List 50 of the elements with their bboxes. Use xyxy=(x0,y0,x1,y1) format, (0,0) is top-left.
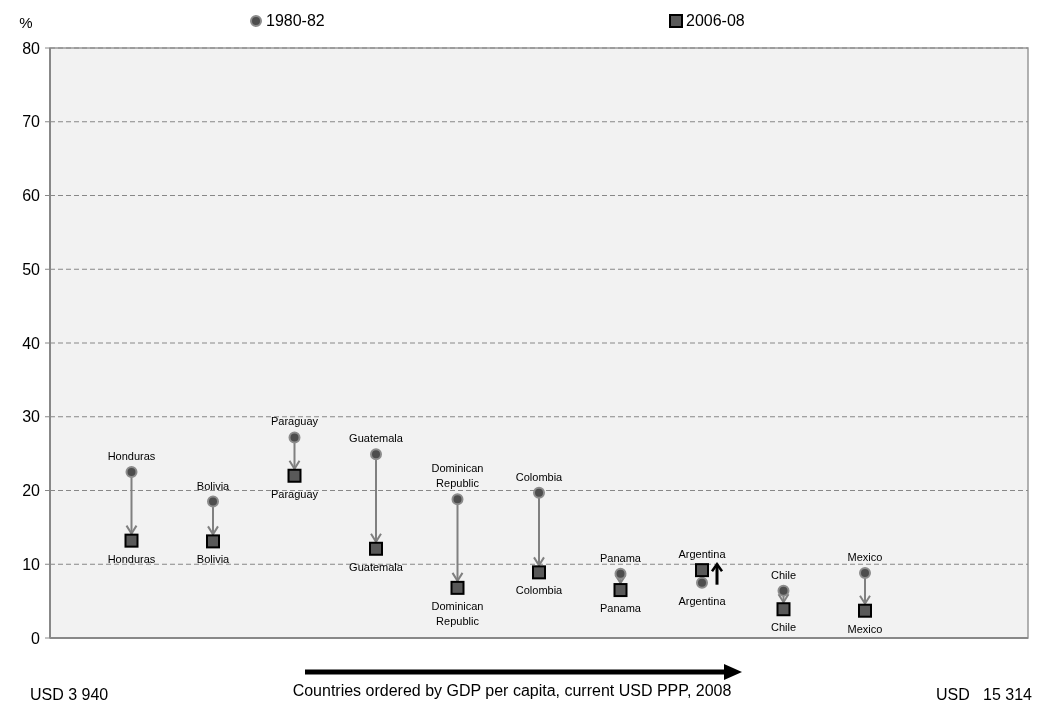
x-tick-label: Mexico xyxy=(847,551,883,564)
point xyxy=(613,583,628,598)
y-tick-label: 70 xyxy=(22,113,41,131)
category-label: Colombia xyxy=(515,584,563,597)
category-label: Paraguay xyxy=(270,487,319,500)
point xyxy=(369,541,383,556)
y-tick-label: 20 xyxy=(22,482,41,500)
category-label: Dominican Republic xyxy=(431,599,484,627)
category-label: Chile xyxy=(770,621,797,634)
point xyxy=(288,431,301,444)
x-tick-label: Honduras xyxy=(107,552,156,565)
y-axis-title: % xyxy=(19,14,33,31)
point xyxy=(614,567,627,580)
text: USD 15 314 xyxy=(935,686,1033,703)
point xyxy=(776,602,791,617)
point xyxy=(695,563,709,578)
point xyxy=(450,580,465,595)
x-axis-title: Countries ordered by GDP per capita, current USD PPP, 2008 xyxy=(292,682,732,699)
point xyxy=(532,565,546,580)
point xyxy=(287,468,302,483)
category-label: Mexico xyxy=(847,622,883,635)
category-label: Honduras xyxy=(107,450,156,463)
point xyxy=(124,533,139,548)
point xyxy=(859,567,871,580)
text: USD 3 940 xyxy=(30,686,109,703)
point xyxy=(125,466,138,479)
y-tick-label: 40 xyxy=(22,334,41,352)
x-tick-label: Bolivia xyxy=(196,553,231,566)
point xyxy=(533,486,545,499)
point xyxy=(207,495,219,508)
category-label: Argentina xyxy=(678,594,726,607)
legend-label: 2006-08 xyxy=(686,12,745,29)
y-tick-label: 0 xyxy=(31,629,41,647)
x-tick-label: Argentina xyxy=(678,548,727,561)
category-label: Panama xyxy=(600,602,641,615)
point xyxy=(777,584,790,597)
point xyxy=(451,493,464,506)
y-tick-label: 50 xyxy=(22,260,41,278)
y-tick-label: 10 xyxy=(22,555,41,573)
point xyxy=(370,448,382,461)
x-tick-label: Panama xyxy=(600,551,642,564)
y-tick-label: 30 xyxy=(22,408,41,426)
category-label: Bolivia xyxy=(196,479,230,492)
point xyxy=(858,603,872,618)
y-tick-label: 80 xyxy=(22,39,41,57)
point xyxy=(206,534,220,549)
legend-label: 1980-82 xyxy=(266,12,325,29)
y-tick-label: 60 xyxy=(22,187,41,205)
point xyxy=(696,576,708,589)
category-label: Guatemala xyxy=(349,560,403,573)
